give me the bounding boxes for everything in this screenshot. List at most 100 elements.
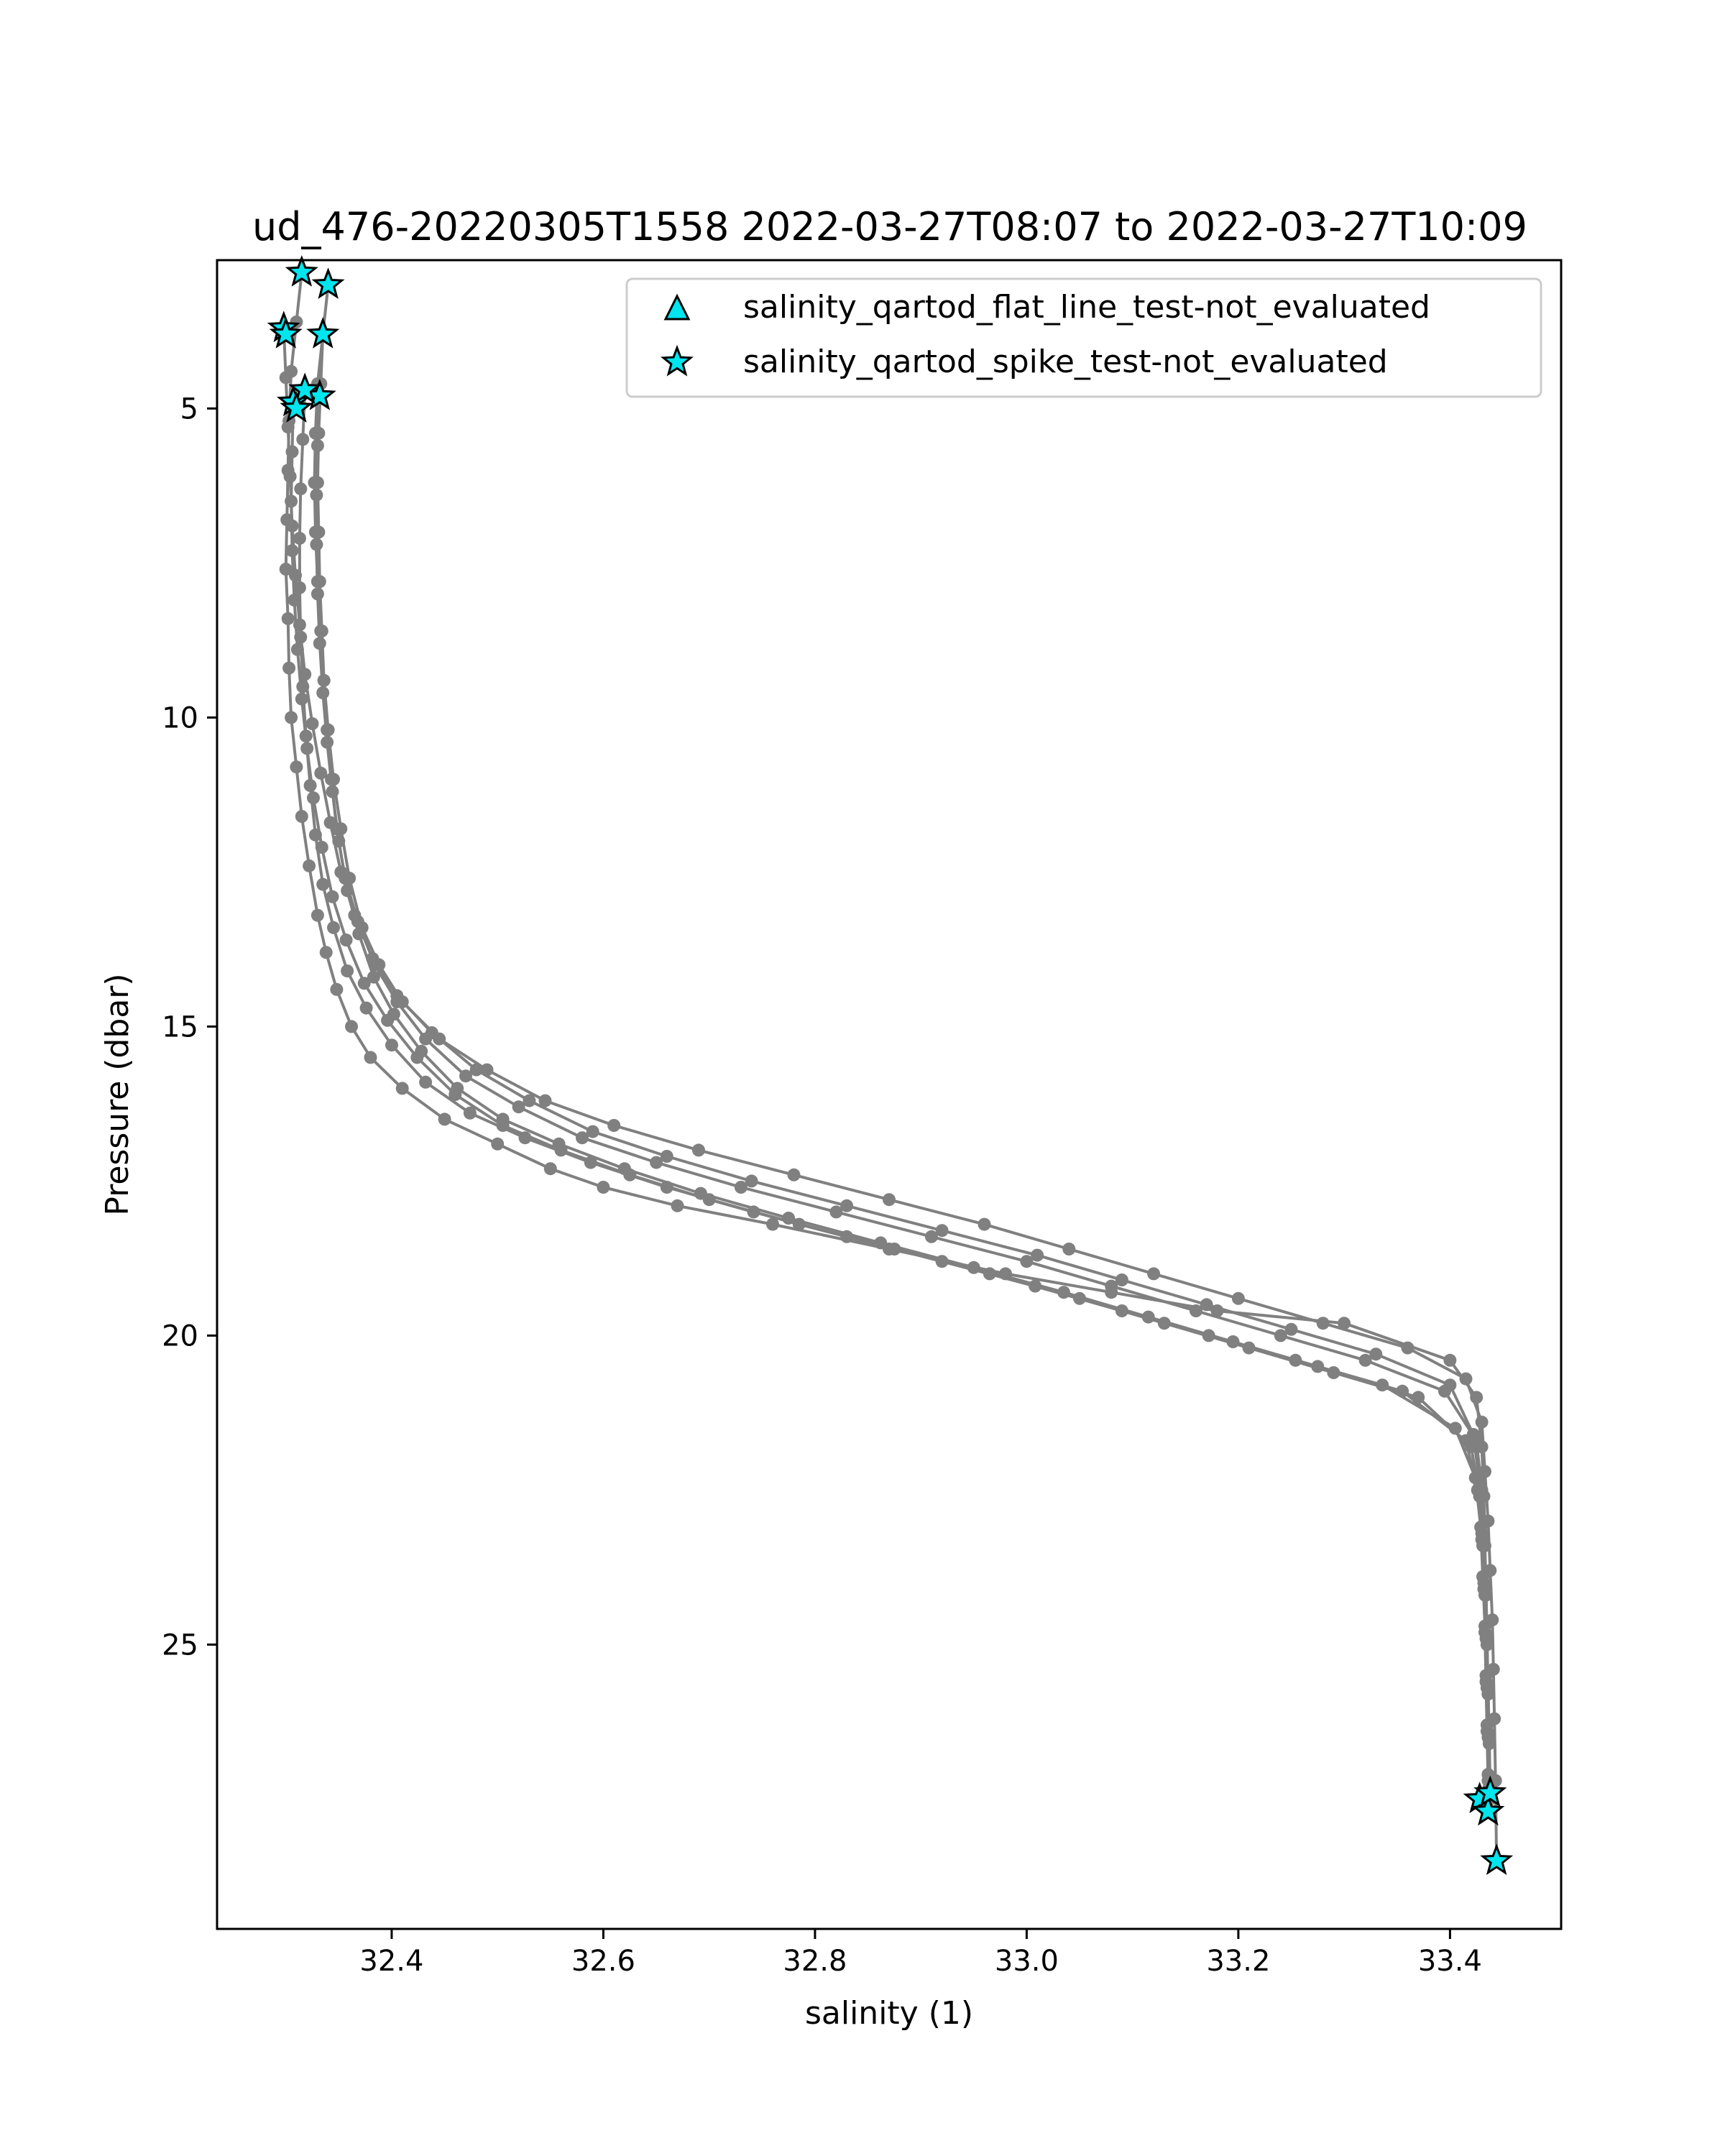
profile-point [538, 1094, 552, 1107]
profile-point [295, 692, 308, 706]
profile-point [341, 884, 354, 898]
x-axis-label: salinity (1) [805, 1995, 973, 2032]
profile-point [294, 630, 308, 644]
profile-point [745, 1174, 758, 1188]
x-axis-ticks: 32.4 32.6 32.8 33.0 33.2 33.4 [359, 1929, 1482, 1978]
profile-point [543, 1162, 557, 1176]
profile-point [469, 1063, 483, 1077]
profile-point [935, 1255, 949, 1268]
profile-point [285, 711, 298, 724]
profile-point [385, 1038, 398, 1052]
profile-point [1274, 1329, 1287, 1342]
profile-point [281, 612, 295, 625]
profile-point [288, 594, 301, 607]
profile-point [935, 1224, 949, 1238]
profile-point [312, 525, 326, 539]
profile-point [305, 717, 319, 730]
profile-point [296, 433, 310, 446]
profile-point [387, 1008, 400, 1021]
profile-point [310, 908, 324, 922]
profile-point [327, 921, 340, 934]
profile-point [419, 1032, 433, 1046]
y-tick-label: 10 [162, 701, 198, 734]
profile-point [316, 686, 330, 699]
axes-frame [216, 259, 1563, 1930]
profile-point [1459, 1372, 1473, 1386]
profile-point [660, 1150, 673, 1163]
profile-point [341, 964, 354, 977]
spike-test-star-marker [280, 391, 313, 423]
profile-point [734, 1181, 748, 1194]
profile-point [1438, 1384, 1451, 1398]
spike-test-star-marker [285, 254, 318, 287]
legend-triangle-marker [663, 293, 691, 321]
profile-point [364, 1051, 377, 1064]
profile-point [552, 1137, 566, 1151]
profile-point [313, 637, 326, 650]
legend-box [625, 277, 1542, 398]
profile-point [326, 785, 339, 798]
profile-point [1202, 1329, 1215, 1342]
profile-point [491, 1137, 505, 1151]
profile-point [1480, 1718, 1494, 1732]
profile-point [586, 1125, 599, 1138]
x-tick-label: 32.6 [571, 1945, 635, 1978]
spike-test-star-marker [269, 316, 303, 349]
y-tick-label: 15 [162, 1010, 198, 1044]
profile-point [1062, 1243, 1076, 1256]
spike-test-star-marker [306, 316, 340, 349]
y-tick-label: 20 [162, 1319, 198, 1353]
profile-point [496, 1112, 510, 1126]
profile-point [840, 1199, 854, 1212]
profile-point [607, 1119, 621, 1132]
profile-point [1448, 1422, 1462, 1435]
profile-point [1338, 1317, 1351, 1330]
y-tick-label: 5 [180, 392, 198, 425]
profile-point [299, 729, 313, 743]
profile-point [1115, 1304, 1128, 1317]
profile-point [339, 934, 353, 946]
profile-point [671, 1199, 684, 1212]
profile-point [1115, 1273, 1128, 1286]
profile-point [1369, 1348, 1383, 1361]
legend-label-flat-line: salinity_qartod_flat_line_test-not_evalu… [743, 289, 1430, 326]
profile-point [1478, 1465, 1491, 1478]
profile-point [1479, 1669, 1493, 1682]
spike-test-star-marker [288, 372, 322, 405]
profile-point [660, 1181, 673, 1194]
profile-point [308, 828, 322, 842]
profile-point [290, 760, 303, 774]
profile-point [451, 1082, 464, 1095]
profile-point [319, 946, 333, 959]
profile-point [419, 1075, 433, 1089]
profile-point [1031, 1248, 1044, 1262]
profile-point [317, 673, 331, 687]
profile-point [692, 1143, 705, 1157]
profile-point [1029, 1279, 1042, 1293]
profile-point [295, 810, 308, 823]
profile-point [313, 575, 326, 589]
profile-point [523, 1094, 536, 1107]
plot-area [267, 254, 1514, 1876]
profile-point [367, 970, 380, 984]
profile-point [282, 661, 296, 675]
profile-point [1443, 1353, 1457, 1367]
profile-point [415, 1044, 428, 1058]
profile-point [279, 371, 293, 384]
profile-point [310, 488, 323, 502]
profile-point [390, 995, 404, 1008]
profile-point [285, 494, 298, 508]
profile-point [283, 470, 297, 483]
profile-point [296, 680, 310, 694]
profile-point [766, 1217, 779, 1231]
profile-point [326, 890, 339, 903]
profile-point [1478, 1619, 1491, 1633]
profile-point [352, 927, 366, 941]
profile-point [314, 766, 328, 780]
profile-point [518, 1131, 532, 1145]
profile-point [285, 445, 299, 459]
spike-test-star-marker [1471, 1794, 1505, 1826]
profile-point [747, 1205, 760, 1219]
spike-test-star-marker [1480, 1843, 1514, 1876]
profile-point [650, 1156, 663, 1169]
